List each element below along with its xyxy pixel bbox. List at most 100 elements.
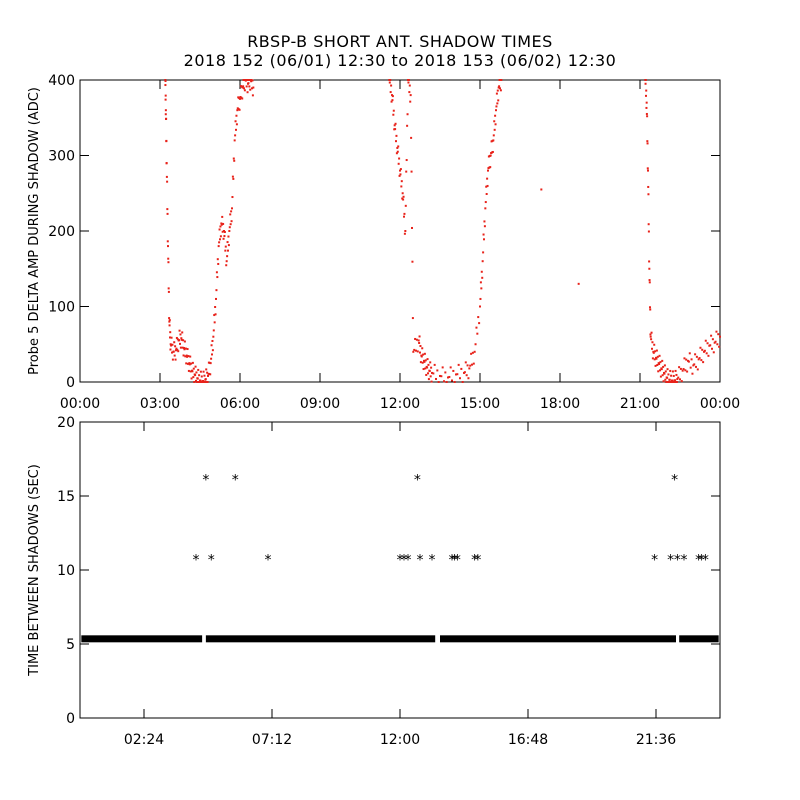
- data-point: [167, 257, 170, 260]
- data-point: [398, 157, 401, 160]
- data-point: [392, 113, 395, 116]
- data-point: [483, 225, 486, 228]
- data-point: [471, 363, 473, 366]
- data-point: [485, 185, 488, 188]
- data-point: [169, 336, 171, 339]
- y-tick-label: 300: [48, 149, 75, 165]
- data-point: *: [471, 553, 478, 569]
- data-point: *: [232, 473, 239, 489]
- data-point: [415, 349, 417, 352]
- data-point: [231, 207, 233, 210]
- data-point: [659, 375, 662, 378]
- data-point: [182, 354, 185, 357]
- data-point: [202, 370, 205, 373]
- data-point: [655, 349, 658, 352]
- data-point: *: [193, 553, 200, 569]
- x-tick-label: 06:00: [220, 396, 260, 412]
- data-point: [662, 365, 665, 368]
- data-point: [654, 364, 657, 367]
- data-point: [445, 381, 448, 383]
- data-point: [231, 196, 234, 199]
- data-point: [225, 264, 228, 267]
- data-point: [423, 352, 426, 355]
- data-point: [211, 339, 214, 342]
- data-point: [406, 124, 409, 127]
- data-point: [174, 345, 177, 348]
- data-point: [401, 192, 404, 195]
- data-point: [222, 222, 225, 225]
- data-point: [421, 347, 424, 350]
- data-point: [455, 373, 457, 376]
- data-point: *: [401, 553, 408, 569]
- data-point: [493, 120, 496, 123]
- data-point: [178, 329, 181, 332]
- data-point: [192, 367, 195, 370]
- data-point: [659, 369, 661, 372]
- data-point: [389, 91, 392, 94]
- data-point: [426, 366, 429, 369]
- data-point: [492, 134, 495, 137]
- data-point: [464, 361, 467, 364]
- data-point: [448, 375, 451, 378]
- data-point: [171, 358, 174, 361]
- data-point: [688, 352, 691, 355]
- data-point: [164, 80, 167, 83]
- data-point: [418, 335, 421, 338]
- plot-frame: [79, 421, 721, 719]
- data-point: [648, 267, 651, 270]
- data-point: [669, 369, 672, 372]
- data-point: *: [674, 553, 681, 569]
- data-point: [213, 314, 216, 317]
- data-point: [698, 357, 701, 360]
- data-point: [717, 333, 720, 336]
- data-point: [667, 373, 670, 376]
- data-point: [206, 381, 209, 383]
- data-point: [429, 361, 432, 364]
- data-point: [649, 333, 652, 336]
- x-tick-label: 00:00: [700, 396, 740, 412]
- data-point: [397, 162, 400, 165]
- data-point: [649, 335, 652, 338]
- data-point: [649, 306, 651, 309]
- data-point: [656, 355, 659, 358]
- data-point: [492, 139, 495, 142]
- chart-title-line-2: 2018 152 (06/01) 12:30 to 2018 153 (06/0…: [183, 51, 617, 70]
- data-point: *: [202, 473, 209, 489]
- data-point: [250, 80, 253, 83]
- y-tick-label: 200: [48, 224, 75, 240]
- y-tick-label: 0: [66, 375, 75, 391]
- data-point: [461, 381, 464, 383]
- data-point: [656, 364, 659, 367]
- data-point: [661, 359, 664, 362]
- data-point: [674, 379, 677, 382]
- data-point: [231, 175, 234, 178]
- data-point: [399, 169, 401, 172]
- data-point: [652, 350, 655, 353]
- data-point: *: [208, 553, 215, 569]
- data-point: [166, 208, 169, 211]
- data-point: [165, 162, 168, 165]
- data-point: [658, 354, 661, 357]
- delta-amp-panel: 00:00 03:00 06:00 09:00 12:00 15:00 18:00 21:00…: [27, 73, 740, 412]
- data-point: [407, 79, 410, 81]
- data-point: [235, 128, 237, 131]
- data-point: [645, 106, 648, 109]
- data-point: [176, 348, 179, 351]
- data-point: [170, 336, 173, 339]
- data-point: [245, 85, 248, 88]
- data-point: [707, 354, 710, 357]
- data-point: [666, 368, 669, 371]
- data-point: [494, 114, 497, 117]
- data-point: [451, 379, 453, 382]
- data-point: [456, 373, 459, 376]
- data-point: [482, 233, 485, 236]
- data-point: [647, 230, 650, 233]
- data-point: [440, 375, 443, 378]
- data-point: [213, 321, 216, 324]
- data-point: [658, 363, 661, 366]
- data-point: [195, 379, 197, 382]
- data-point: [716, 343, 719, 346]
- data-point: [499, 87, 501, 90]
- data-point: [410, 136, 413, 139]
